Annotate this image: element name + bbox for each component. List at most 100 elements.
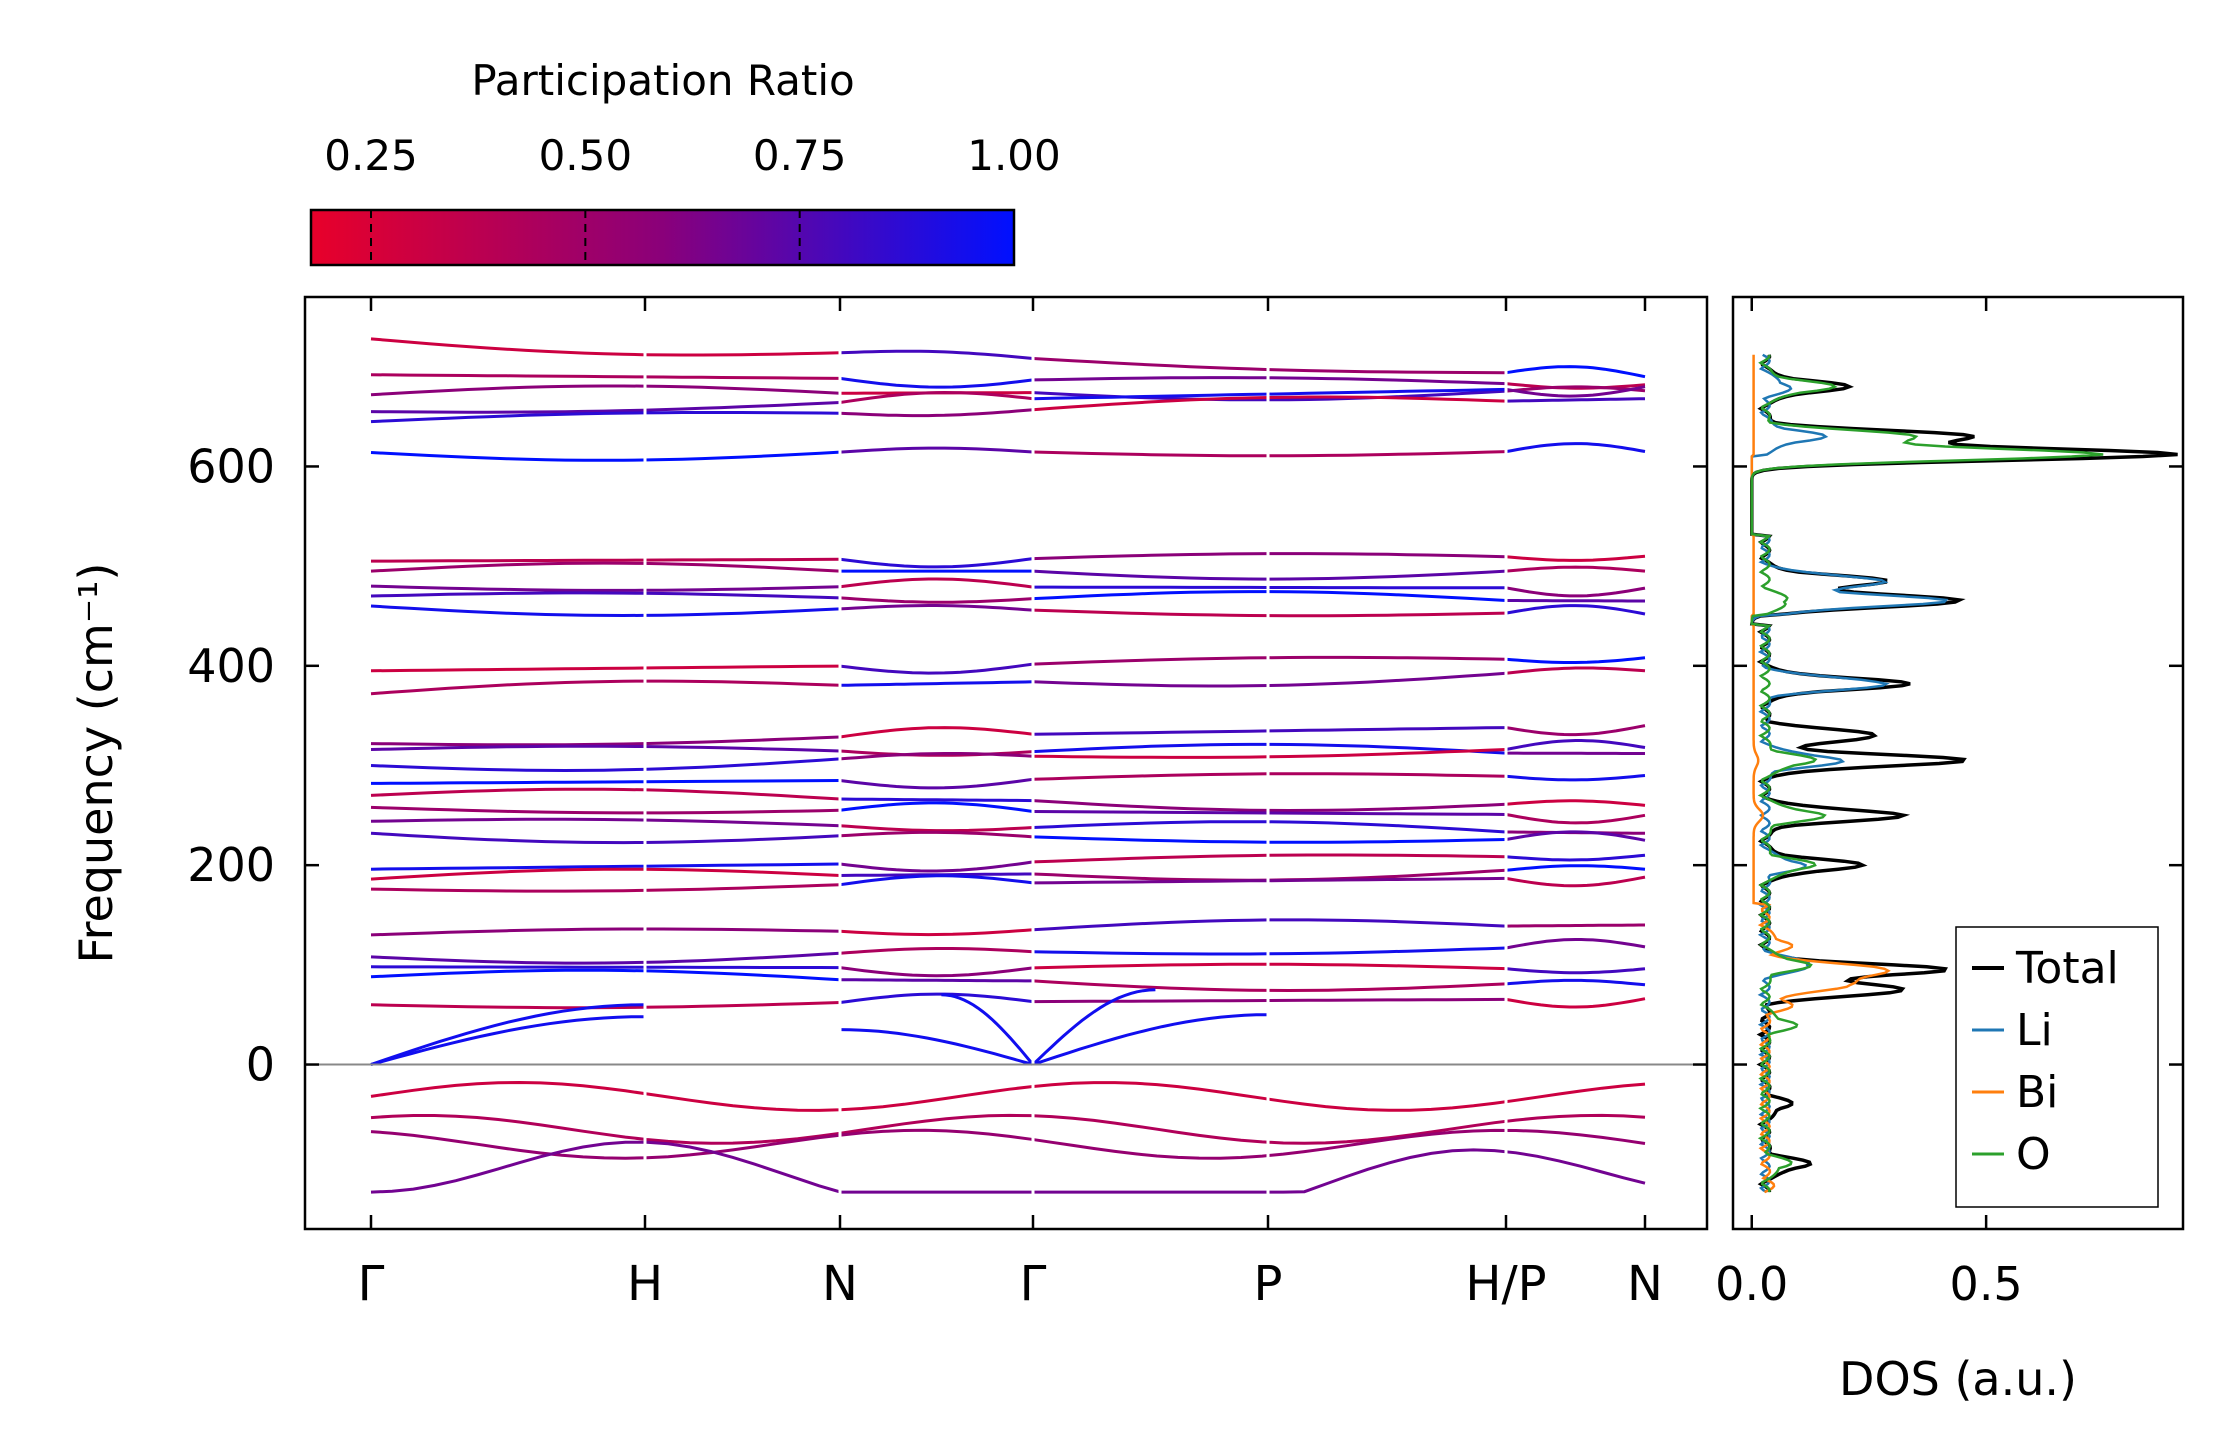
band-line <box>1505 938 1646 950</box>
acoustic-band-line <box>941 993 1035 1066</box>
band-line <box>370 968 841 982</box>
dos-plot-frame <box>1731 295 2185 1231</box>
y-tick-label: 600 <box>187 439 275 493</box>
band-plot-frame <box>303 295 1709 1231</box>
legend-label: Total <box>2015 943 2119 994</box>
y-tick-label: 0 <box>246 1038 275 1092</box>
band-line <box>1505 385 1646 393</box>
band-line <box>370 401 841 414</box>
band-line <box>839 860 1034 873</box>
band-line <box>370 831 841 845</box>
band-line <box>1505 442 1646 454</box>
colorbar-tick-label: 0.75 <box>753 131 847 180</box>
legend-label: Bi <box>2016 1067 2058 1118</box>
band-line <box>370 779 841 785</box>
band-line <box>1505 799 1646 807</box>
band-line <box>1505 565 1646 573</box>
band-line <box>1505 875 1646 888</box>
band-line <box>1505 739 1646 751</box>
band-line <box>1505 813 1646 825</box>
legend-box <box>1955 926 2159 1208</box>
unstable-band-line <box>370 1080 1646 1112</box>
band-line <box>370 450 841 462</box>
band-line <box>1505 666 1646 675</box>
band-line <box>1505 397 1646 403</box>
acoustic-band-line <box>370 1015 646 1066</box>
band-line <box>839 557 1034 569</box>
band-line <box>370 817 841 828</box>
band-line <box>370 591 841 600</box>
colorbar-tick-label: 1.00 <box>967 131 1061 180</box>
band-line <box>370 384 841 397</box>
band-line <box>839 726 1034 739</box>
unstable-band-line <box>370 1128 1646 1160</box>
legend-label: Li <box>2016 1005 2053 1056</box>
dos-series-o <box>1750 354 2104 1193</box>
acoustic-band-line <box>839 1028 1034 1066</box>
band-line <box>839 966 1034 978</box>
band-line <box>370 965 841 970</box>
band-line <box>370 679 841 696</box>
band-line <box>1505 978 1646 987</box>
band-lines <box>370 297 1646 1229</box>
dos-panel: 0.0 0.5 DOS (a.u.) Total Li Bi O <box>1715 295 2185 1406</box>
colorbar-ticks: 0.25 0.50 0.75 1.00 <box>324 131 1061 265</box>
band-line <box>370 927 841 937</box>
band-line <box>370 561 841 573</box>
band-line <box>839 992 1034 1004</box>
band-line <box>839 390 1034 404</box>
band-structure-panel: 0 200 400 600 Γ H N Γ P H/P N Frequency (cm⁻¹) <box>69 295 1709 1312</box>
band-line <box>839 777 1034 790</box>
y-tick-label: 400 <box>187 639 275 693</box>
band-line <box>370 883 841 893</box>
band-line <box>370 867 841 881</box>
y-axis-label: Frequency (cm⁻¹) <box>69 563 123 964</box>
band-line <box>1505 604 1646 616</box>
dos-legend: Total Li Bi O <box>1955 926 2159 1208</box>
band-line <box>839 752 1034 761</box>
band-line <box>370 664 841 673</box>
band-line <box>1505 365 1646 379</box>
colorbar-label: Participation Ratio <box>471 56 854 105</box>
k-point-label: Γ <box>1020 1256 1047 1312</box>
band-line <box>370 787 841 801</box>
unstable-band-line <box>370 1113 1646 1145</box>
unstable-band-line <box>370 1140 1646 1194</box>
acoustic-band-line <box>1031 988 1156 1066</box>
band-line <box>371 557 841 563</box>
band-axes: 0 200 400 600 Γ H N Γ P H/P N <box>187 297 1707 1312</box>
k-point-label: Γ <box>358 1256 385 1312</box>
band-line <box>370 735 841 747</box>
k-point-label: H <box>627 1256 663 1312</box>
band-line <box>839 874 1034 887</box>
band-line <box>370 584 841 592</box>
k-point-label: N <box>822 1256 858 1312</box>
band-line <box>370 757 841 773</box>
k-point-label: H/P <box>1465 1256 1546 1312</box>
band-line <box>1505 997 1646 1009</box>
dos-x-tick-label: 0.5 <box>1950 1257 2023 1311</box>
y-tick-label: 200 <box>187 838 275 892</box>
acoustic-band-line <box>1032 1013 1269 1066</box>
k-point-label: P <box>1254 1256 1283 1312</box>
band-line <box>1505 774 1646 782</box>
band-line <box>1505 923 1645 928</box>
dos-axes: 0.0 0.5 <box>1715 297 2183 1311</box>
k-point-label: N <box>1627 1256 1663 1312</box>
band-line <box>1505 724 1646 737</box>
band-line <box>1505 864 1646 872</box>
band-line <box>839 604 1034 612</box>
band-line <box>370 744 841 753</box>
colorbar: Participation Ratio 0.25 0.50 0.75 1.00 <box>309 56 1061 267</box>
acoustic-band-line <box>370 1003 646 1066</box>
colorbar-tick-label: 0.25 <box>324 131 418 180</box>
band-line <box>370 951 841 965</box>
band-line <box>370 604 841 618</box>
dos-x-tick-label: 0.0 <box>1715 1257 1788 1311</box>
band-line <box>370 373 841 380</box>
band-line <box>1505 830 1646 842</box>
dos-x-axis-label: DOS (a.u.) <box>1839 1352 2077 1406</box>
band-line <box>839 376 1034 389</box>
band-line <box>1506 599 1645 603</box>
